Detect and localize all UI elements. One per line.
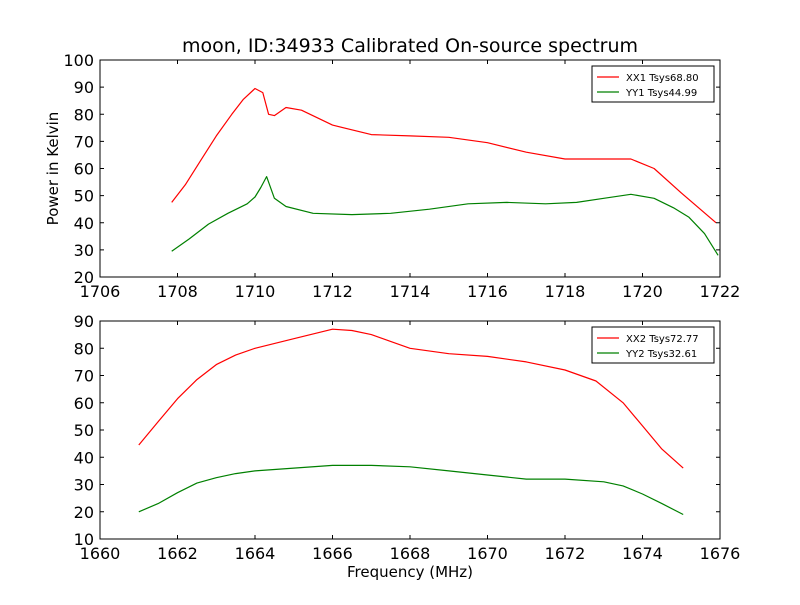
bottom-x-axis-label: Frequency (MHz) — [347, 563, 473, 581]
bottom-x-tick-label: 1666 — [312, 544, 353, 563]
bottom-x-tick-label: 1664 — [235, 544, 276, 563]
top-x-tick-label: 1706 — [80, 282, 121, 301]
bottom-y-tick-label: 80 — [74, 339, 94, 358]
top-y-tick-label: 60 — [74, 160, 94, 179]
bottom-legend-label: XX2 Tsys72.77 — [626, 334, 699, 345]
bottom-x-tick-label: 1660 — [80, 544, 121, 563]
top-x-tick-label: 1714 — [390, 282, 431, 301]
bottom-legend-box — [591, 326, 715, 364]
top-y-tick-label: 40 — [74, 214, 94, 233]
bottom-y-tick-label: 60 — [74, 394, 94, 413]
bottom-legend: XX2 Tsys72.77 YY2 Tsys32.61 — [591, 326, 715, 364]
top-y-tick-label: 90 — [74, 78, 94, 97]
top-x-tick-label: 1720 — [622, 282, 663, 301]
top-y-tick-label: 100 — [63, 51, 94, 70]
bottom-series-line-xx — [138, 328, 684, 469]
bottom-x-tick-label: 1676 — [700, 544, 741, 563]
bottom-y-tick-label: 50 — [74, 421, 94, 440]
bottom-series-line-yy — [138, 464, 684, 516]
top-x-tick-label: 1716 — [467, 282, 508, 301]
top-series-line-yy — [171, 176, 719, 256]
top-panel: 1706 1708 1710 1712 1714 1716 1718 1720 1722 20 30… — [44, 35, 740, 301]
bottom-x-tick-label: 1668 — [390, 544, 431, 563]
top-y-tick-label: 80 — [74, 105, 94, 124]
bottom-y-tick-label: 70 — [74, 367, 94, 386]
bottom-x-tick-label: 1672 — [545, 544, 586, 563]
bottom-panel: 1660 1662 1664 1666 1668 1670 1672 1674 1676 10 20… — [74, 312, 741, 581]
top-x-tick-label: 1712 — [312, 282, 353, 301]
top-y-tick-label: 20 — [74, 268, 94, 287]
top-legend-label: XX1 Tsys68.80 — [626, 73, 699, 84]
top-x-tick-label: 1718 — [545, 282, 586, 301]
top-x-tick-label: 1708 — [157, 282, 198, 301]
top-legend: XX1 Tsys68.80 YY1 Tsys44.99 — [591, 65, 715, 103]
top-x-tick-label: 1722 — [700, 282, 741, 301]
bottom-y-tick-label: 10 — [74, 530, 94, 549]
bottom-legend-label: YY2 Tsys32.61 — [625, 349, 697, 360]
top-y-tick-label: 30 — [74, 241, 94, 260]
bottom-x-tick-label: 1662 — [157, 544, 198, 563]
top-y-axis-label: Power in Kelvin — [44, 112, 62, 226]
bottom-y-tick-label: 20 — [74, 503, 94, 522]
bottom-y-tick-label: 40 — [74, 448, 94, 467]
top-y-tick-label: 50 — [74, 187, 94, 206]
top-legend-box — [591, 65, 715, 103]
top-x-tick-label: 1710 — [235, 282, 276, 301]
bottom-y-tick-label: 90 — [74, 312, 94, 331]
bottom-x-tick-label: 1670 — [467, 544, 508, 563]
panels: 1706 1708 1710 1712 1714 1716 1718 1720 1722 20 30… — [44, 35, 740, 581]
top-series-line-xx — [171, 87, 717, 224]
bottom-x-tick-label: 1674 — [622, 544, 663, 563]
bottom-y-tick-label: 30 — [74, 476, 94, 495]
top-legend-label: YY1 Tsys44.99 — [625, 88, 697, 99]
top-y-tick-label: 70 — [74, 132, 94, 151]
top-chart-title: moon, ID:34933 Calibrated On-source spec… — [182, 35, 638, 57]
